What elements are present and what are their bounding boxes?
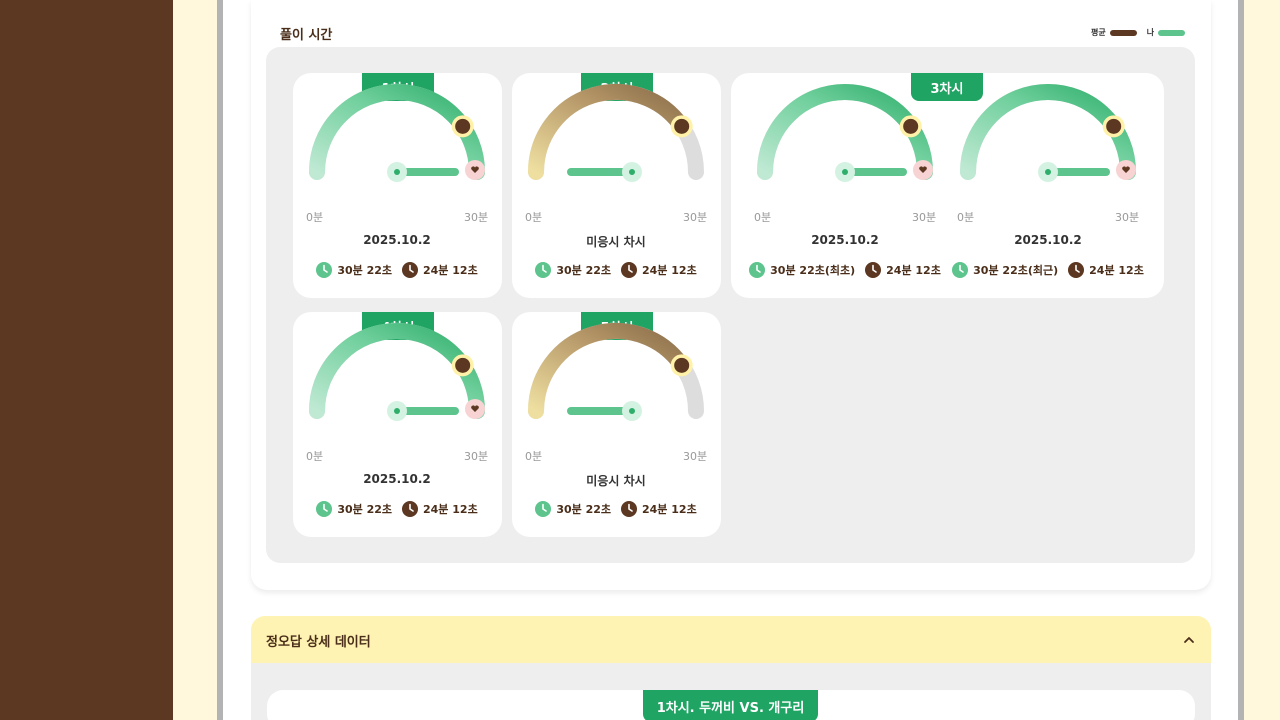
clock-icon — [535, 501, 552, 517]
my-time-stat: 30분 22초(최근) — [952, 262, 1058, 278]
gauge-fill — [309, 323, 485, 419]
gauge-max-label: 30분 — [1115, 211, 1140, 224]
time-stats: 30분 22초 24분 12초 — [316, 501, 478, 517]
time-stats: 30분 22초 24분 12초 — [535, 262, 697, 278]
gauge-fill — [757, 84, 933, 180]
left-sidebar — [0, 0, 173, 720]
clock-icon — [621, 501, 637, 517]
avg-marker — [674, 357, 690, 373]
gauge-date: 2025.10.2 — [1014, 233, 1082, 247]
time-stats: 30분 22초(최근) 24분 12초 — [952, 262, 1144, 278]
gauge-date: 미응시 차시 — [586, 474, 646, 488]
gauge-max-label: 30분 — [464, 450, 489, 463]
gauge-max-label: 30분 — [912, 211, 937, 224]
avg-time-stat: 24분 12초 — [621, 262, 697, 278]
avg-time-stat: 24분 12초 — [1068, 262, 1144, 278]
detail-accordion-header[interactable] — [251, 616, 1211, 663]
gauge-min-label: 0분 — [754, 211, 772, 224]
avg-time-stat: 24분 12초 — [402, 501, 478, 517]
legend-avg-swatch — [1109, 29, 1137, 36]
time-gauge — [309, 323, 485, 421]
avg-time-stat: 24분 12초 — [402, 262, 478, 278]
gauge-date: 2025.10.2 — [363, 472, 431, 486]
gauge-fill — [960, 84, 1136, 180]
time-stats: 30분 22초(최초) 24분 12초 — [749, 262, 941, 278]
gauge-track — [757, 84, 933, 180]
gauge-date: 미응시 차시 — [586, 235, 646, 249]
clock-icon — [316, 262, 333, 278]
time-stats: 30분 22초 24분 12초 — [535, 501, 697, 517]
gauge-min-label: 0분 — [957, 211, 975, 224]
my-time-stat: 30분 22초 — [535, 501, 611, 517]
gauge-max-label: 30분 — [464, 211, 489, 224]
chevron-up-icon[interactable] — [1181, 632, 1197, 648]
gauge-track — [309, 84, 485, 180]
time-gauge — [528, 84, 704, 182]
section-title: 풀이 시간 — [280, 28, 333, 43]
gauge-fill — [309, 84, 485, 180]
heart-icon — [471, 405, 479, 412]
avg-marker — [903, 118, 919, 134]
gauge-max-label: 30분 — [683, 450, 708, 463]
gauge-track — [309, 323, 485, 419]
my-time-stat: 30분 22초(최초) — [749, 262, 855, 278]
avg-marker — [674, 118, 690, 134]
avg-marker — [455, 118, 471, 134]
gauge-fill — [528, 323, 690, 419]
avg-time-stat: 24분 12초 — [621, 501, 697, 517]
gauge-max-label: 30분 — [683, 211, 708, 224]
legend: 평균 나 — [1091, 27, 1191, 38]
avg-marker — [455, 357, 471, 373]
clock-icon — [402, 262, 418, 278]
time-gauge — [528, 323, 704, 421]
legend-avg-label: 평균 — [1091, 28, 1106, 37]
clock-icon — [749, 262, 766, 278]
gauge-fill — [528, 84, 690, 180]
clock-icon — [621, 262, 637, 278]
heart-icon — [1122, 166, 1130, 173]
heart-icon — [919, 166, 927, 173]
gauge-min-label: 0분 — [306, 211, 324, 224]
gauge-min-label: 0분 — [525, 211, 543, 224]
page-gutter — [173, 0, 217, 720]
clock-icon — [316, 501, 333, 517]
clock-icon — [535, 262, 552, 278]
clock-icon — [1068, 262, 1085, 278]
gauge-date: 2025.10.2 — [811, 233, 879, 247]
legend-me-swatch — [1158, 29, 1186, 36]
avg-marker — [1106, 118, 1122, 134]
my-time-stat: 30분 22초 — [316, 262, 392, 278]
time-gauge — [960, 84, 1136, 182]
attempt-tab-3[interactable]: 3차시 — [911, 73, 983, 101]
heart-icon — [471, 166, 479, 173]
clock-icon — [952, 262, 969, 278]
gauge-track — [960, 84, 1136, 180]
time-gauge — [757, 84, 933, 182]
time-gauge — [309, 84, 485, 182]
detail-title: 정오답 상세 데이터 — [266, 635, 371, 650]
clock-icon — [865, 262, 882, 278]
gauge-min-label: 0분 — [525, 450, 543, 463]
time-stats: 30분 22초 24분 12초 — [316, 262, 478, 278]
avg-time-stat: 24분 12초 — [865, 262, 941, 278]
legend-me-label: 나 — [1146, 28, 1155, 37]
detail-tab[interactable]: 1차시. 두꺼비 VS. 개구리 — [643, 690, 818, 720]
my-time-stat: 30분 22초 — [535, 262, 611, 278]
clock-icon — [402, 501, 418, 517]
gauge-min-label: 0분 — [306, 450, 324, 463]
my-time-stat: 30분 22초 — [316, 501, 392, 517]
gauge-date: 2025.10.2 — [363, 233, 431, 247]
